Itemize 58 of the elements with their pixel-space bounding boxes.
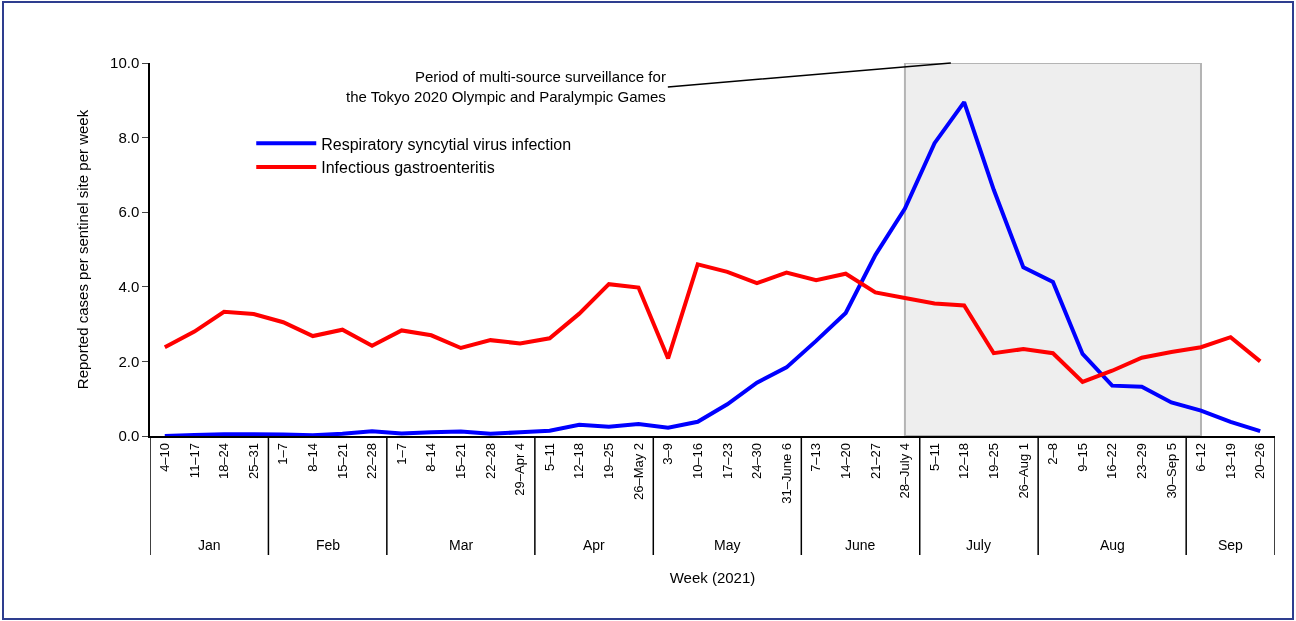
text: Aug: [1100, 537, 1125, 553]
x-tick-label: 5–11: [541, 442, 557, 471]
x-tick-label: 11–17: [186, 442, 202, 479]
y-tick-label: 0.0: [118, 427, 140, 445]
text: July: [966, 537, 991, 553]
x-tick-label: 7–13: [808, 442, 824, 472]
x-tick-label: 1–7: [275, 442, 291, 465]
x-tick-label: 13–19: [1222, 442, 1238, 480]
x-tick-label: 10–16: [689, 442, 705, 480]
x-tick-label: 17–23: [719, 442, 735, 480]
text: Sep: [1218, 537, 1244, 553]
x-tick-label: 22–28: [364, 442, 380, 480]
x-tick-label: 14–20: [837, 442, 853, 480]
x-tick-label: 9–15: [1074, 442, 1090, 472]
x-tick-label: 12–18: [956, 442, 972, 480]
text: Feb: [316, 537, 341, 553]
x-tick-label: 31–June 6: [778, 442, 794, 504]
x-tick-label: 6–12: [1193, 442, 1209, 472]
band-label: Period of multi-source surveillance for the Tokyo 2020 Olympic and Paralympic Games: [346, 68, 666, 105]
y-tick-label: 8.0: [118, 128, 140, 146]
x-tick-label: 8–14: [305, 442, 321, 472]
x-tick-label: 24–30: [749, 442, 765, 480]
x-tick-label: 22–28: [482, 442, 498, 480]
x-tick-label: 30–Sep 5: [1163, 442, 1179, 499]
text: June: [845, 537, 876, 553]
legend-label: Infectious gastroenteritis: [321, 159, 495, 177]
y-tick-label: 4.0: [118, 278, 140, 296]
x-tick-label: 19–25: [601, 442, 617, 480]
x-tick-label: 28–July 4: [897, 442, 913, 499]
x-tick-label: 23–29: [1134, 442, 1150, 480]
x-tick-label: 4–10: [157, 442, 173, 472]
text: Apr: [583, 537, 606, 553]
x-tick-label: 21–27: [867, 442, 883, 480]
y-tick-label: 6.0: [118, 203, 140, 221]
text: May: [714, 537, 741, 553]
x-tick-label: 3–9: [660, 442, 676, 465]
x-tick-label: 20–26: [1252, 442, 1268, 480]
y-tick-label: 2.0: [118, 352, 140, 370]
text: Mar: [449, 537, 474, 553]
x-tick-label: 15–21: [334, 442, 350, 480]
x-axis-title: Week (2021): [669, 569, 756, 587]
x-tick-label: 29–Apr 4: [512, 442, 528, 496]
text: Jan: [198, 537, 221, 553]
x-tick-label: 25–31: [245, 442, 261, 480]
y-axis-title: Reported cases per sentinel site per week: [73, 109, 91, 390]
x-tick-label: 12–18: [571, 442, 587, 480]
y-tick-label: 10.0: [110, 54, 140, 72]
x-tick-label: 15–21: [453, 442, 469, 480]
x-tick-label: 19–25: [985, 442, 1001, 480]
x-tick-label: 26–May 2: [630, 442, 646, 501]
x-tick-label: 2–8: [1045, 442, 1061, 465]
x-tick-label: 8–14: [423, 442, 439, 472]
x-tick-label: 18–24: [216, 442, 232, 480]
x-tick-label: 16–22: [1104, 442, 1120, 480]
x-tick-label: 1–7: [393, 442, 409, 465]
x-tick-label: 26–Aug 1: [1015, 442, 1031, 499]
legend-label: Respiratory syncytial virus infection: [321, 135, 572, 153]
x-tick-label: 5–11: [926, 442, 942, 471]
